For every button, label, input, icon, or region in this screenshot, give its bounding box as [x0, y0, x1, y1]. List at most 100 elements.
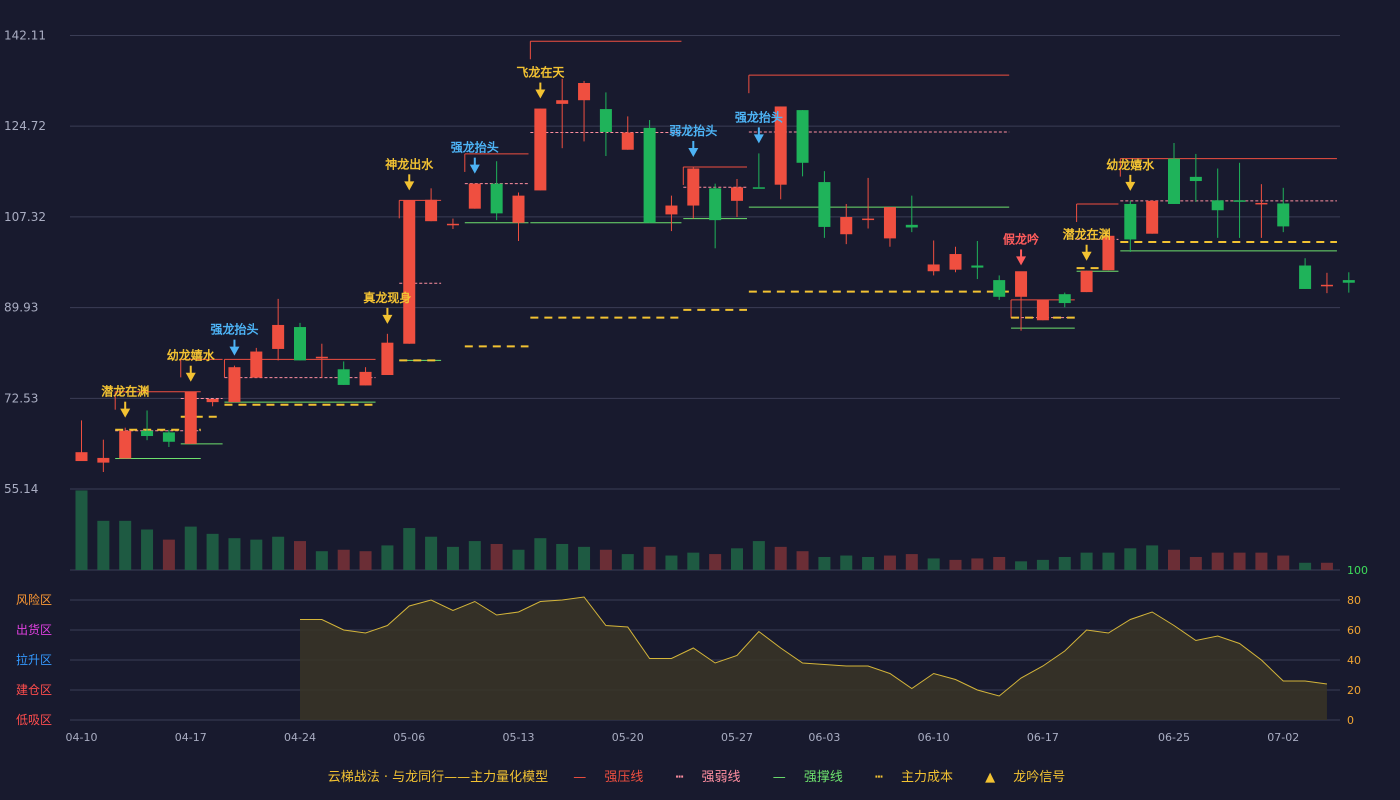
price-tick-label: 55.14: [4, 482, 38, 496]
volume-bar: [206, 533, 219, 570]
candle-body: [162, 432, 175, 442]
legend: 云梯战法 · 与龙同行——主力量化模型 — 强压线 ┅ 强弱线 — 强撑线 ┅ …: [0, 766, 1400, 785]
volume-bar: [840, 555, 853, 570]
candle-body: [359, 371, 372, 386]
volume-bar: [381, 545, 394, 570]
volume-bar: [294, 541, 306, 570]
price-tick-label: 89.93: [4, 301, 38, 315]
volume-bar: [949, 559, 962, 570]
candle-body: [337, 369, 350, 385]
volume-bar: [425, 536, 438, 570]
volume-bar: [272, 536, 285, 570]
volume-bar: [228, 538, 241, 570]
candle-body: [425, 199, 438, 222]
legend-signal[interactable]: ▲ 龙吟信号: [985, 770, 1066, 785]
volume-bar: [709, 554, 722, 570]
legend-cost[interactable]: ┅ 主力成本: [874, 770, 953, 785]
candle-body: [599, 109, 612, 133]
volume-bar: [752, 541, 765, 570]
signal-arrow: [1016, 256, 1027, 266]
volume-bar: [1036, 559, 1049, 570]
candle-body: [1189, 176, 1202, 182]
indicator-tick-label: 60: [1347, 624, 1361, 637]
signal-label: 幼龙嬉水: [167, 348, 216, 363]
volume-bar: [1233, 552, 1246, 570]
candle-body: [862, 218, 875, 221]
indicator-tick-label: 0: [1347, 714, 1354, 727]
indicator-tick-label: 100: [1347, 564, 1368, 577]
candle-body: [1058, 294, 1071, 304]
candle-body: [490, 183, 503, 214]
signal-label: 潜龙在渊: [101, 384, 149, 399]
candle-body: [1036, 299, 1049, 321]
candle-body: [621, 132, 634, 150]
zone-label: 拉升区: [16, 652, 52, 667]
candle-body: [250, 351, 263, 378]
x-tick-label: 05-13: [503, 731, 535, 744]
candle-body: [294, 327, 306, 361]
x-tick-label: 06-10: [918, 731, 950, 744]
volume-bar: [818, 556, 831, 570]
volume-bar: [1168, 549, 1180, 570]
volume-bar: [1080, 552, 1093, 570]
x-tick-label: 06-03: [808, 731, 840, 744]
candle-body: [403, 200, 416, 344]
volume-bar: [141, 529, 154, 570]
volume-bar: [468, 541, 481, 570]
volume-bar: [665, 555, 678, 570]
candle-body: [1168, 158, 1180, 204]
candle-body: [1320, 284, 1333, 287]
candle-body: [228, 367, 241, 403]
zone-label: 低吸区: [16, 713, 52, 727]
signal-label: 假龙吟: [1003, 231, 1039, 246]
volume-bar: [905, 554, 918, 570]
candle-body: [534, 108, 547, 191]
volume-bar: [534, 538, 547, 570]
price-tick-label: 124.72: [4, 119, 46, 133]
x-tick-label: 05-27: [721, 731, 753, 744]
x-tick-label: 05-20: [612, 731, 644, 744]
x-tick-label: 07-02: [1267, 731, 1299, 744]
volume-bar: [621, 554, 634, 570]
candle-body: [1299, 265, 1312, 289]
x-tick-label: 05-06: [393, 731, 425, 744]
candle-body: [949, 254, 962, 270]
indicator-tick-label: 80: [1347, 594, 1361, 607]
signal-arrow: [469, 164, 480, 174]
candle-body: [97, 457, 110, 463]
volume-bar: [883, 555, 896, 570]
candle-body: [1211, 200, 1224, 211]
candle-body: [1277, 203, 1290, 227]
signal-arrow: [229, 346, 240, 356]
candle-body: [1342, 280, 1355, 283]
legend-title: 云梯战法 · 与龙同行——主力量化模型: [327, 770, 549, 785]
signal-label: 强龙抬头: [451, 140, 499, 155]
volume-bar: [796, 551, 809, 570]
volume-bar: [403, 528, 416, 570]
volume-bar: [512, 549, 525, 570]
signal-arrow: [404, 181, 415, 191]
legend-resist[interactable]: — 强压线: [573, 770, 644, 785]
volume-bar: [971, 558, 984, 570]
volume-bar: [774, 546, 787, 570]
indicator-line: [300, 596, 1328, 697]
candle-body: [993, 280, 1006, 297]
signal-arrow: [120, 408, 131, 418]
volume-bar: [862, 556, 875, 570]
indicator-tick-label: 20: [1347, 684, 1361, 697]
x-tick-label: 04-10: [66, 731, 98, 744]
legend-weak[interactable]: ┅ 强弱线: [675, 770, 741, 785]
candle-body: [315, 356, 328, 359]
volume-bar: [599, 549, 612, 570]
volume-bar: [162, 539, 175, 570]
price-tick-label: 142.11: [4, 29, 46, 43]
volume-bar: [578, 546, 591, 570]
volume-bar: [1124, 548, 1137, 570]
candle-body: [665, 205, 678, 215]
candle-body: [206, 398, 219, 403]
legend-support[interactable]: — 强撑线: [772, 770, 843, 785]
candle-body: [927, 264, 940, 272]
signal-label: 强龙抬头: [210, 322, 258, 337]
signal-arrow: [185, 372, 196, 382]
